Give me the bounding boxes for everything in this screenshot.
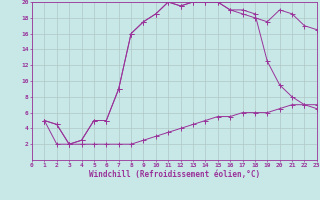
- X-axis label: Windchill (Refroidissement éolien,°C): Windchill (Refroidissement éolien,°C): [89, 170, 260, 179]
